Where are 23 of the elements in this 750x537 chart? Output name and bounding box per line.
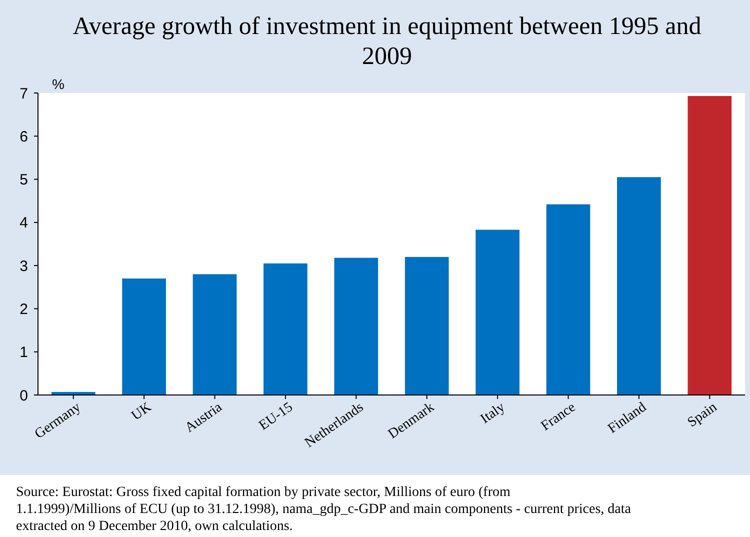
y-tick-label: 3 (20, 258, 28, 275)
y-tick-label: 4 (20, 214, 28, 232)
bar (476, 230, 520, 395)
y-tick-label: 5 (20, 172, 28, 189)
y-tick-label: 2 (20, 300, 28, 318)
bar (404, 256, 449, 395)
x-tick-label: Italy (478, 400, 508, 427)
x-tick-label: Spain (685, 400, 720, 431)
bar (192, 274, 237, 395)
y-tick-label: 1 (20, 344, 28, 362)
chart-title: Average growth of investment in equipment between 1995 and 2009 (72, 13, 702, 70)
y-tick-label: 6 (20, 128, 28, 146)
bar (264, 263, 308, 395)
bar (688, 96, 732, 395)
bar (122, 278, 166, 395)
y-axis-title: % (52, 76, 64, 92)
bar (617, 177, 661, 395)
bar (334, 258, 378, 395)
source-note: Source: Eurostat: Gross fixed capital formation by private sector, Millions of euro (from 1.1.1999)/Millions of ECU (up to 31.12.1998), nama_gdp_c-GDP and main components - current prices, data extracted on 9 December 2010, own calculations. (16, 485, 632, 534)
y-tick-label: 0 (20, 387, 28, 404)
x-tick-label: UK (129, 400, 154, 424)
bar (546, 204, 590, 395)
y-tick-label: 7 (20, 85, 28, 102)
